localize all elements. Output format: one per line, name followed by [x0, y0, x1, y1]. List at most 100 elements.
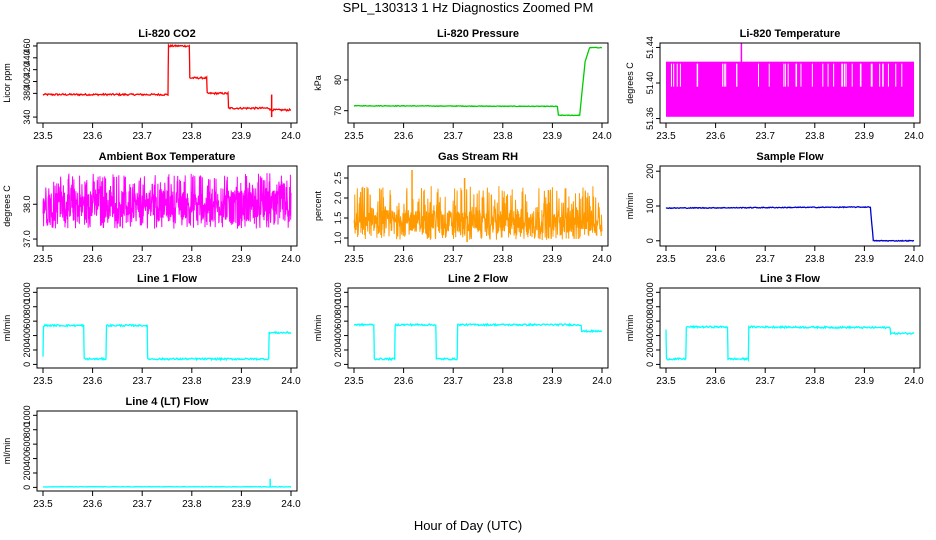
x-tick-label: 24.0: [281, 376, 301, 387]
y-axis-label: Licor ppm: [2, 63, 12, 103]
x-tick-label: 23.8: [805, 254, 825, 265]
series-line: [42, 173, 292, 229]
x-tick-label: 23.8: [182, 376, 202, 387]
panel-title: Line 2 Flow: [448, 273, 508, 285]
x-tick-label: 23.7: [132, 376, 152, 387]
y-tick-label: 200: [333, 342, 343, 357]
y-axis-label: kPa: [313, 75, 323, 91]
y-tick-label: 51.40: [645, 72, 655, 95]
x-tick-label: 23.8: [182, 254, 202, 265]
y-tick-label: 600: [645, 314, 655, 329]
x-tick-label: 23.7: [443, 254, 463, 265]
x-tick-label: 23.6: [83, 254, 103, 265]
x-tick-label: 24.0: [281, 499, 301, 510]
x-tick-label: 23.9: [543, 254, 563, 265]
panel-title: Ambient Box Temperature: [99, 151, 236, 163]
y-axis: 51.36 51.40 51.44: [645, 36, 660, 130]
y-axis: 37.0 38.0: [22, 195, 37, 248]
panel-title: Gas Stream RH: [438, 151, 518, 163]
x-axis: 23.5 23.6 23.7 23.8 23.9 24.0: [656, 123, 924, 142]
series-line: [353, 322, 603, 362]
y-tick-label: 380: [22, 86, 32, 101]
y-tick-label: 440: [22, 50, 32, 65]
x-tick-label: 23.6: [83, 499, 103, 510]
plot-frame: [347, 287, 609, 369]
y-axis: 1.0 1.5 2.0 2.5: [333, 172, 348, 245]
plot-frame: [36, 42, 298, 124]
y-axis-label: ml/min: [2, 438, 12, 465]
x-tick-label: 23.8: [182, 499, 202, 510]
y-axis-label: ml/min: [625, 193, 635, 220]
series-line: [42, 323, 292, 362]
y-tick-label: 51.36: [645, 107, 655, 130]
y-tick-label: 600: [22, 437, 32, 452]
y-tick-label: 70: [333, 106, 343, 116]
x-tick-label: 23.7: [755, 254, 775, 265]
x-tick-label: 23.8: [182, 131, 202, 142]
y-tick-label: 80: [333, 75, 343, 85]
series-line: [353, 186, 603, 241]
data-layer: [665, 324, 915, 363]
y-tick-label: 1.5: [333, 212, 343, 225]
x-tick-label: 23.7: [132, 131, 152, 142]
y-tick-label: 400: [22, 74, 32, 89]
panel-title: Li-820 Pressure: [437, 28, 519, 40]
data-layer: [42, 323, 292, 362]
x-axis: 23.5 23.6 23.7 23.8 23.9 24.0: [33, 491, 301, 510]
y-tick-label: 400: [22, 451, 32, 466]
x-tick-label: 23.9: [855, 376, 875, 387]
x-tick-label: 23.5: [656, 254, 676, 265]
y-tick-label: 1000: [22, 405, 32, 425]
y-tick-label: 200: [645, 164, 655, 179]
y-tick-label: 2.5: [333, 172, 343, 185]
y-tick-label: 600: [22, 314, 32, 329]
data-layer: [42, 478, 292, 488]
x-axis: 23.5 23.6 23.7 23.8 23.9 24.0: [33, 246, 301, 265]
x-tick-label: 23.9: [855, 254, 875, 265]
x-tick-label: 23.8: [493, 376, 513, 387]
x-tick-label: 23.9: [232, 131, 252, 142]
x-tick-label: 23.9: [232, 376, 252, 387]
x-tick-label: 23.5: [33, 131, 53, 142]
x-tick-label: 23.5: [344, 376, 364, 387]
page-title: SPL_130313 1 Hz Diagnostics Zoomed PM: [342, 0, 594, 15]
series-line: [42, 43, 292, 112]
y-tick-label: 800: [333, 299, 343, 314]
x-tick-label: 23.6: [706, 131, 726, 142]
y-tick-label: 0: [22, 485, 32, 490]
y-tick-label: 200: [22, 465, 32, 480]
data-layer: [353, 170, 603, 242]
y-tick-label: 1000: [22, 282, 32, 302]
y-tick-label: 800: [645, 299, 655, 314]
x-axis: 23.5 23.6 23.7 23.8 23.9 24.0: [33, 368, 301, 387]
y-tick-label: 1.0: [333, 232, 343, 245]
plot-frame: [659, 287, 921, 369]
y-tick-label: 200: [22, 342, 32, 357]
y-tick-label: 1000: [333, 282, 343, 302]
panel-title: Line 1 Flow: [137, 273, 197, 285]
plot-frame: [36, 287, 298, 369]
x-tick-label: 23.9: [543, 131, 563, 142]
y-axis-label: percent: [313, 190, 323, 221]
x-axis: 23.5 23.6 23.7 23.8 23.9 24.0: [656, 368, 924, 387]
y-axis-label: ml/min: [625, 315, 635, 342]
x-tick-label: 23.6: [394, 376, 414, 387]
y-tick-label: 460: [22, 38, 32, 53]
x-tick-label: 24.0: [592, 376, 612, 387]
x-tick-label: 23.6: [394, 254, 414, 265]
x-axis: 23.5 23.6 23.7 23.8 23.9 24.0: [344, 368, 612, 387]
x-axis-caption: Hour of Day (UTC): [413, 518, 523, 533]
y-tick-label: 340: [22, 110, 32, 125]
y-axis-label: degrees C: [2, 185, 12, 227]
plot-frame: [659, 165, 921, 247]
panel-title: Sample Flow: [756, 151, 824, 163]
x-tick-label: 23.9: [232, 254, 252, 265]
plot-frame: [347, 42, 609, 124]
x-tick-label: 23.5: [33, 376, 53, 387]
y-axis-label: ml/min: [2, 315, 12, 342]
x-tick-label: 23.5: [344, 254, 364, 265]
